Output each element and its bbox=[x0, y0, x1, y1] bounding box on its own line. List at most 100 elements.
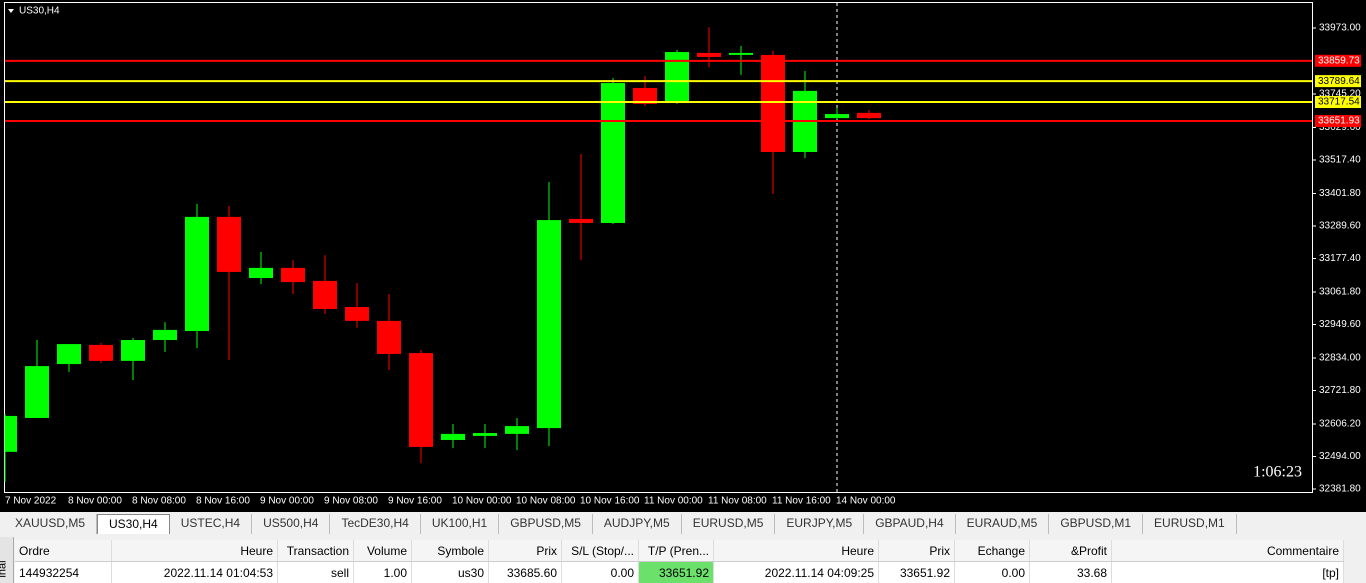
chart-tab[interactable]: EURJPY,M5 bbox=[775, 514, 865, 534]
column-header[interactable]: S/L (Stop/... bbox=[561, 540, 639, 562]
candle-body bbox=[729, 52, 753, 55]
side-label: inal bbox=[0, 560, 9, 578]
candle-body bbox=[473, 433, 497, 436]
level-label-box bbox=[1315, 54, 1361, 67]
x-tick-label: 10 Nov 08:00 bbox=[516, 496, 576, 507]
y-tick-label: 33177.40 bbox=[1319, 253, 1361, 264]
candle-body bbox=[601, 83, 625, 223]
candle-body bbox=[665, 52, 689, 104]
chart: US30,H4 1:06:23 33973.00 33745.20 33629.60… bbox=[0, 0, 1366, 512]
table-cell: 33685.60 bbox=[488, 561, 562, 583]
chart-tab[interactable]: GBPAUD,H4 bbox=[864, 514, 956, 534]
x-tick-label: 8 Nov 00:00 bbox=[68, 496, 122, 507]
table-cell: [tp] bbox=[1111, 561, 1344, 583]
chart-tab[interactable]: US30,H4 bbox=[97, 514, 170, 534]
y-tick-label: 32949.60 bbox=[1319, 319, 1361, 330]
y-tick-label: 32834.00 bbox=[1319, 353, 1361, 364]
x-tick-label: 11 Nov 16:00 bbox=[772, 496, 831, 507]
tab-bar: XAUUSD,M5 US30,H4 USTEC,H4 US500,H4 TecDE30,… bbox=[4, 514, 1237, 534]
chart-tab[interactable]: USTEC,H4 bbox=[170, 514, 253, 534]
y-tick-label: 32494.00 bbox=[1319, 451, 1361, 462]
column-header[interactable]: Symbole bbox=[411, 540, 489, 562]
chart-tab[interactable]: EURUSD,M1 bbox=[1143, 514, 1237, 534]
column-header[interactable]: Prix bbox=[488, 540, 562, 562]
countdown: 1:06:23 bbox=[1253, 464, 1302, 481]
table-cell: 33651.92 bbox=[638, 561, 714, 583]
x-tick-label: 8 Nov 16:00 bbox=[196, 496, 250, 507]
chart-tab[interactable]: UK100,H1 bbox=[421, 514, 500, 534]
x-tick-label: 14 Nov 00:00 bbox=[836, 496, 896, 507]
candle-body bbox=[57, 344, 81, 365]
chart-tab[interactable]: AUDJPY,M5 bbox=[593, 514, 682, 534]
column-header[interactable]: T/P (Pren... bbox=[638, 540, 714, 562]
column-header[interactable]: Heure bbox=[111, 540, 278, 562]
chart-tab[interactable]: EURUSD,M5 bbox=[682, 514, 776, 534]
level-label-box bbox=[1315, 96, 1361, 109]
table-cell: 144932254 bbox=[15, 561, 112, 583]
chart-tab[interactable]: GBPUSD,M1 bbox=[1049, 514, 1144, 534]
y-tick-label: 33629.60 bbox=[1319, 122, 1361, 133]
table-cell: 0.00 bbox=[954, 561, 1030, 583]
column-header[interactable]: Prix bbox=[878, 540, 955, 562]
table-cell: 1.00 bbox=[353, 561, 412, 583]
menu-arrow[interactable] bbox=[8, 9, 14, 13]
column-header[interactable]: Volume bbox=[353, 540, 412, 562]
candle-body bbox=[249, 267, 273, 279]
x-tick-label: 11 Nov 00:00 bbox=[644, 496, 703, 507]
trade-table: Ordre Heure Transaction Volume Symbole Prix S/… bbox=[15, 540, 1344, 583]
table-cell: 33.68 bbox=[1029, 561, 1112, 583]
chart-tab[interactable]: TecDE30,H4 bbox=[330, 514, 421, 534]
column-header[interactable]: Commentaire bbox=[1111, 540, 1344, 562]
y-tick-label: 33061.80 bbox=[1319, 287, 1361, 298]
chart-tab[interactable]: EURAUD,M5 bbox=[956, 514, 1050, 534]
table-cell: 0.00 bbox=[561, 561, 639, 583]
x-tick-label: 10 Nov 00:00 bbox=[452, 496, 512, 507]
y-tick-label: 33289.60 bbox=[1319, 221, 1361, 232]
column-header[interactable]: Heure bbox=[713, 540, 879, 562]
table-cell: us30 bbox=[411, 561, 489, 583]
chart-tab[interactable]: GBPUSD,M5 bbox=[499, 514, 593, 534]
candle-body bbox=[857, 112, 881, 119]
candle-body bbox=[217, 216, 241, 272]
candle-body bbox=[281, 267, 305, 283]
chart-tab[interactable]: XAUUSD,M5 bbox=[4, 514, 98, 534]
candle-body bbox=[537, 220, 561, 429]
column-header[interactable]: Transaction bbox=[277, 540, 354, 562]
x-tick-label: 11 Nov 08:00 bbox=[708, 496, 767, 507]
table-cell: 33651.92 bbox=[878, 561, 955, 583]
level-label: 33717.54 bbox=[1318, 97, 1360, 108]
table-cell: 2022.11.14 01:04:53 bbox=[111, 561, 278, 583]
candle-body bbox=[25, 366, 49, 418]
candle-body bbox=[89, 344, 113, 361]
candle-body bbox=[377, 320, 401, 354]
candle-body bbox=[153, 329, 177, 341]
y-tick-label: 32381.80 bbox=[1319, 484, 1361, 495]
column-header[interactable]: Ordre bbox=[15, 540, 112, 562]
table-header: Ordre Heure Transaction Volume Symbole Prix S/… bbox=[15, 540, 1344, 562]
candle-body bbox=[409, 353, 433, 447]
candle-body bbox=[697, 52, 721, 57]
table-row[interactable]: 144932254 2022.11.14 01:04:53 sell 1.00 us30… bbox=[15, 561, 1344, 583]
candle-body bbox=[441, 433, 465, 440]
symbol-label: US30,H4 bbox=[19, 6, 60, 17]
column-header[interactable]: &Profit bbox=[1029, 540, 1112, 562]
x-tick-label: 9 Nov 00:00 bbox=[260, 496, 314, 507]
table-cell: sell bbox=[277, 561, 354, 583]
y-tick-label: 32606.20 bbox=[1319, 419, 1361, 430]
column-header[interactable]: Echange bbox=[954, 540, 1030, 562]
y-tick-label: 32721.80 bbox=[1319, 385, 1361, 396]
candle-body bbox=[313, 280, 337, 310]
chart-tab[interactable]: US500,H4 bbox=[252, 514, 331, 534]
table-cell: 2022.11.14 04:09:25 bbox=[713, 561, 879, 583]
candle-body bbox=[825, 114, 849, 119]
x-tick-label: 9 Nov 16:00 bbox=[388, 496, 442, 507]
candle-body bbox=[633, 87, 657, 104]
candle-body bbox=[5, 415, 17, 452]
candle-body bbox=[345, 306, 369, 321]
candle-body bbox=[121, 340, 145, 361]
x-tick-label: 9 Nov 08:00 bbox=[324, 496, 378, 507]
level-label: 33789.64 bbox=[1318, 76, 1360, 87]
level-label: 33859.73 bbox=[1318, 55, 1360, 66]
candle-body bbox=[761, 54, 785, 152]
